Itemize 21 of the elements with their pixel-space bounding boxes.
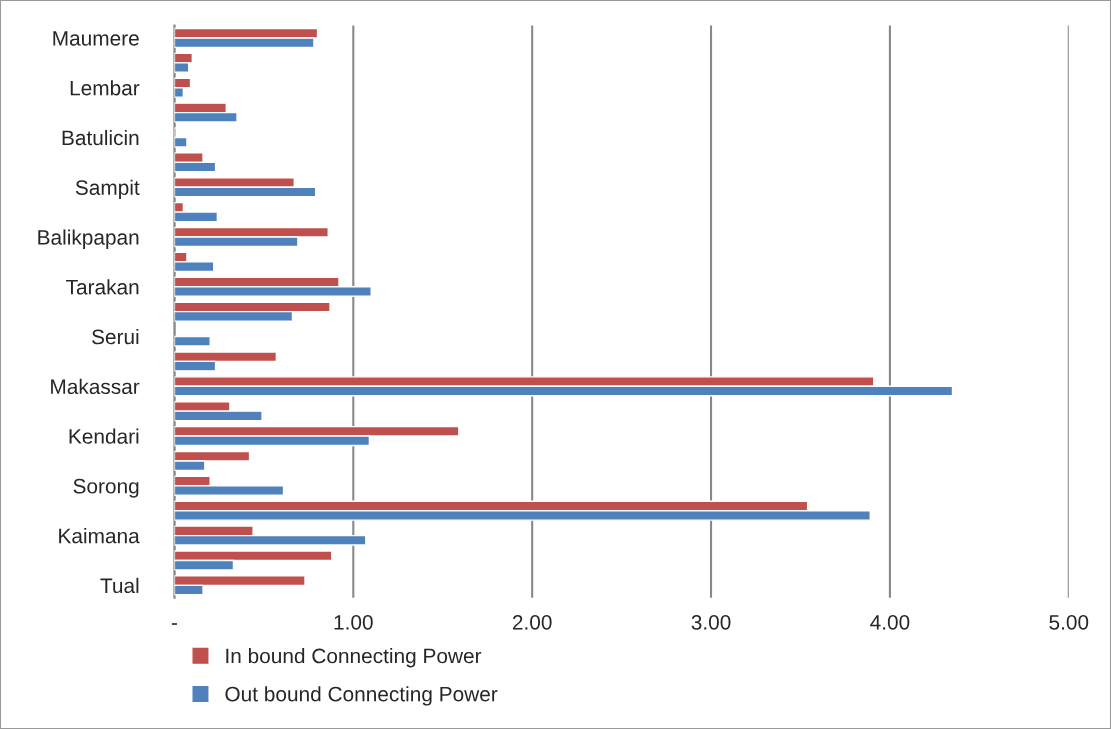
y-tick-label: Balikpapan xyxy=(38,229,139,249)
y-tick-label: Batulicin xyxy=(62,129,139,146)
y-tick-label: Tual xyxy=(100,577,139,594)
x-tick-label: 4.00 xyxy=(870,615,910,630)
y-tick-label: Kaimana xyxy=(59,528,140,544)
legend-label: In bound Connecting Power xyxy=(226,648,482,668)
x-tick-label: - xyxy=(171,623,177,625)
y-tick-label: Lembar xyxy=(70,80,140,96)
x-tick-label: 2.00 xyxy=(512,615,552,630)
y-tick-label: Makassar xyxy=(51,378,140,395)
bar xyxy=(174,335,211,347)
legend-label: Out bound Connecting Power xyxy=(225,686,498,706)
y-tick-label: Serui xyxy=(92,328,139,345)
x-tick-label: 3.00 xyxy=(691,615,731,630)
y-tick-label: Tarakan xyxy=(66,279,139,295)
y-tick-label: Sorong xyxy=(73,478,139,498)
y-tick-label: Sampit xyxy=(75,179,140,200)
y-tick-label: Kendari xyxy=(69,428,139,444)
x-tick-label: 1.00 xyxy=(334,615,373,630)
y-tick-label: Maumere xyxy=(53,31,139,46)
x-tick-label: 5.00 xyxy=(1049,615,1089,630)
